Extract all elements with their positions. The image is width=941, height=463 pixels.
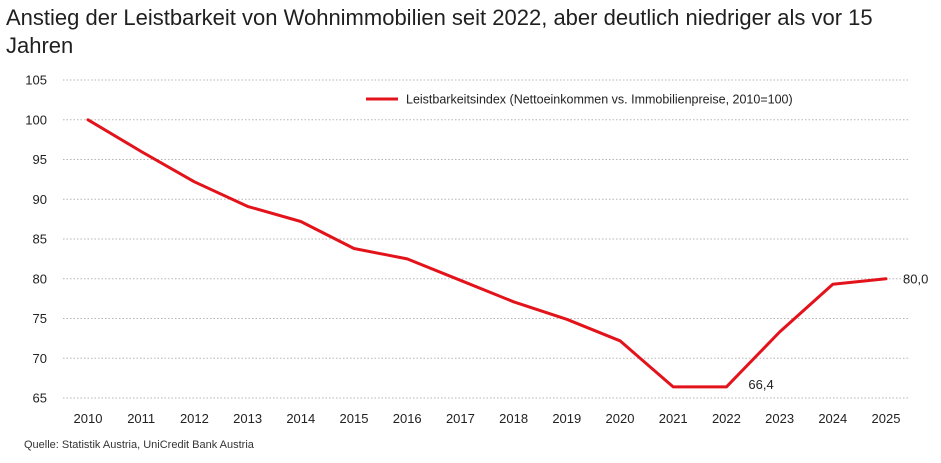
data-labels: 66,4 80,0 (748, 271, 928, 392)
y-axis-ticks: 65 70 75 80 85 90 95 100 105 (25, 73, 47, 406)
x-tick-label: 2021 (659, 411, 688, 426)
x-tick-label: 2010 (74, 411, 103, 426)
x-tick-label: 2019 (552, 411, 581, 426)
y-tick-label: 85 (33, 232, 47, 247)
x-tick-label: 2016 (393, 411, 422, 426)
x-tick-label: 2024 (818, 411, 847, 426)
series-lines (86, 118, 888, 389)
legend-label: Leistbarkeitsindex (Nettoeinkommen vs. I… (406, 93, 793, 107)
legend: Leistbarkeitsindex (Nettoeinkommen vs. I… (366, 93, 793, 107)
x-tick-label: 2023 (765, 411, 794, 426)
y-tick-label: 95 (33, 152, 47, 167)
x-tick-label: 2012 (180, 411, 209, 426)
x-tick-label: 2015 (340, 411, 369, 426)
y-tick-label: 100 (25, 112, 47, 127)
x-tick-label: 2018 (499, 411, 528, 426)
y-tick-label: 75 (33, 311, 47, 326)
x-tick-label: 2020 (606, 411, 635, 426)
y-tick-label: 90 (33, 192, 47, 207)
y-tick-label: 105 (25, 73, 47, 88)
data-label: 66,4 (748, 377, 773, 392)
y-tick-label: 65 (33, 391, 47, 406)
chart-title: Anstieg der Leistbarkeit von Wohnimmobil… (6, 5, 873, 58)
y-tick-label: 70 (33, 351, 47, 366)
x-tick-label: 2025 (872, 411, 901, 426)
gridlines (63, 79, 908, 399)
y-tick-label: 80 (33, 271, 47, 286)
data-label: 80,0 (903, 271, 928, 286)
source-note: Quelle: Statistik Austria, UniCredit Ban… (24, 439, 254, 451)
series-line (86, 118, 888, 389)
x-tick-label: 2011 (127, 411, 155, 426)
x-tick-label: 2022 (712, 411, 741, 426)
x-tick-label: 2013 (233, 411, 262, 426)
x-tick-label: 2017 (446, 411, 475, 426)
x-tick-label: 2014 (286, 411, 315, 426)
x-axis-ticks: 2010 2011 2012 2013 2014 2015 2016 2017 2018 2019… (74, 411, 901, 426)
